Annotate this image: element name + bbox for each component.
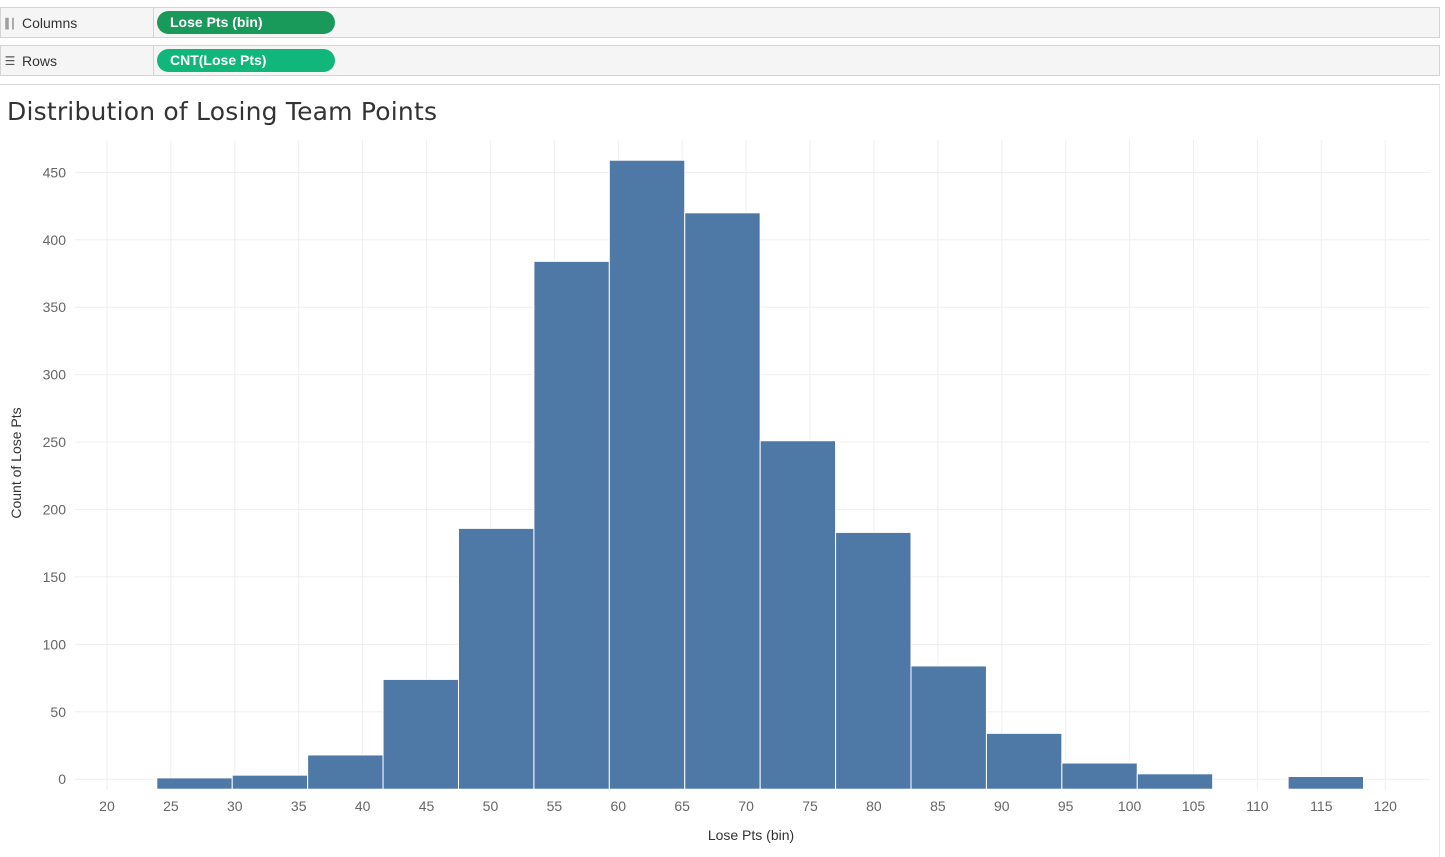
x-tick-label: 110 [1246, 798, 1269, 814]
x-tick-label: 20 [99, 798, 115, 814]
x-tick-label: 60 [610, 798, 626, 814]
y-tick-label: 50 [50, 704, 66, 720]
rows-icon: ☰ [4, 53, 16, 68]
histogram-bar[interactable] [382, 678, 459, 790]
x-tick-label: 100 [1118, 798, 1142, 814]
x-tick-label: 25 [163, 798, 179, 814]
x-tick-label: 30 [227, 798, 243, 814]
rows-shelf[interactable]: ☰ Rows CNT(Lose Pts) [0, 45, 1440, 76]
rows-label-text: Rows [22, 52, 58, 69]
x-tick-label: 35 [291, 798, 307, 814]
y-tick-label: 0 [58, 771, 66, 787]
x-tick-label: 45 [419, 798, 435, 814]
x-tick-label: 105 [1182, 798, 1206, 814]
x-tick-label: 75 [802, 798, 818, 814]
bars-layer [156, 159, 1365, 790]
lose-pts-bin-pill[interactable]: Lose Pts (bin) [157, 11, 335, 34]
cnt-lose-pts-pill[interactable]: CNT(Lose Pts) [157, 49, 335, 72]
y-tick-label: 450 [43, 164, 67, 180]
columns-shelf-label: ∥∣ Columns [1, 8, 154, 37]
x-axis-ticks: 20 25 30 35 40 45 50 55 60 65 70 75 80 85 90 95 100 105 11… [99, 798, 1397, 814]
histogram-bar[interactable] [533, 260, 610, 790]
histogram-bar[interactable] [1287, 776, 1365, 790]
histogram-bar[interactable] [1136, 773, 1214, 790]
histogram-bar[interactable] [985, 732, 1063, 790]
y-tick-label: 150 [43, 569, 67, 585]
histogram-bar[interactable] [156, 777, 233, 790]
x-tick-label: 70 [738, 798, 754, 814]
histogram-bar[interactable] [1061, 762, 1138, 790]
chart-title: Distribution of Losing Team Points [7, 97, 438, 126]
histogram-bar[interactable] [684, 212, 761, 790]
y-tick-label: 350 [43, 299, 67, 315]
y-tick-label: 400 [43, 232, 67, 248]
x-tick-label: 50 [483, 798, 499, 814]
histogram-bar[interactable] [759, 440, 837, 790]
x-tick-label: 120 [1374, 798, 1398, 814]
y-axis-title: Count of Lose Pts [8, 407, 24, 518]
histogram-bar[interactable] [608, 159, 686, 790]
x-tick-label: 55 [547, 798, 563, 814]
columns-label-text: Columns [22, 14, 78, 31]
columns-icon: ∥∣ [4, 15, 16, 30]
y-tick-label: 200 [43, 502, 67, 518]
x-tick-label: 65 [674, 798, 690, 814]
y-tick-label: 300 [43, 367, 67, 383]
histogram-bar[interactable] [910, 665, 987, 790]
chart-view [0, 84, 1440, 857]
x-tick-label: 90 [994, 798, 1010, 814]
histogram-bar[interactable] [231, 774, 309, 790]
x-tick-label: 95 [1058, 798, 1074, 814]
rows-shelf-label: ☰ Rows [1, 46, 154, 75]
histogram-bar[interactable] [307, 754, 384, 790]
x-tick-label: 80 [866, 798, 882, 814]
y-axis-ticks: 0 50 100 150 200 250 300 350 400 450 [43, 164, 67, 787]
histogram-bar[interactable] [835, 531, 912, 790]
x-tick-label: 115 [1310, 798, 1333, 814]
y-tick-label: 100 [43, 636, 67, 652]
x-axis-title: Lose Pts (bin) [708, 827, 794, 843]
x-tick-label: 85 [930, 798, 946, 814]
y-tick-label: 250 [43, 434, 67, 450]
x-tick-label: 40 [355, 798, 371, 814]
histogram-bar[interactable] [457, 527, 535, 790]
columns-shelf[interactable]: ∥∣ Columns Lose Pts (bin) [0, 7, 1440, 38]
